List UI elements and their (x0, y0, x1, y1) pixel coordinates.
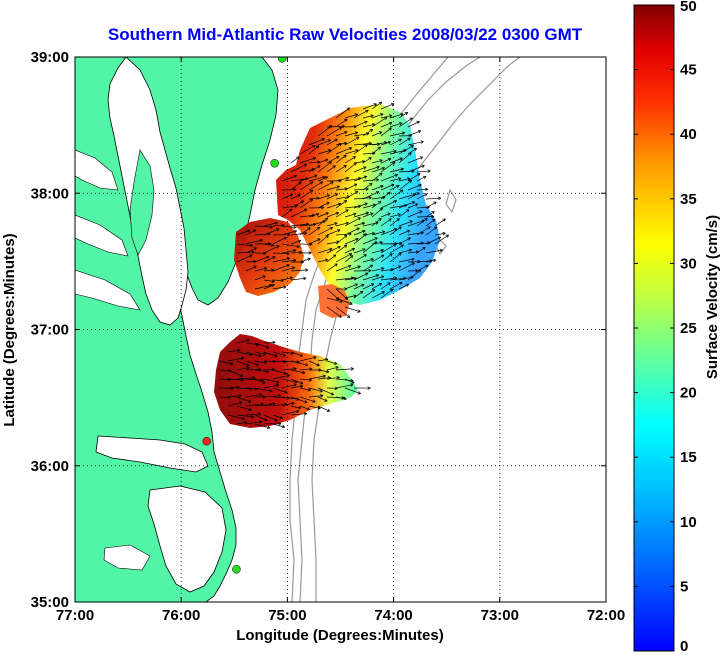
pamlico-sound (147, 485, 227, 593)
grid-lines (75, 57, 606, 602)
y-tick-label: 39:00 (31, 49, 69, 66)
colorbar-tick-label: 35 (680, 191, 697, 208)
radar-station-marker (277, 57, 287, 63)
x-tick-label: 73:00 (481, 607, 519, 624)
x-tick-label: 77:00 (56, 607, 94, 624)
colorbar-tick-label: 30 (680, 255, 697, 272)
colorbar-tick-label: 40 (680, 126, 697, 143)
y-axis-label: Latitude (Degrees:Minutes) (1, 233, 18, 426)
colorbar-tick-label: 20 (680, 385, 697, 402)
x-tick-label: 75:00 (268, 607, 306, 624)
velocity-vectors (218, 101, 450, 430)
colorbar-tick-label: 10 (680, 514, 697, 531)
colorbar-label: Surface Velocity (cm/s) (704, 215, 721, 379)
x-tick-label: 72:00 (587, 607, 625, 624)
colorbar-tick-label: 0 (680, 638, 688, 655)
radar-station-marker (232, 565, 241, 574)
colorbar (633, 4, 675, 652)
colorbar-tick-label: 50 (680, 0, 697, 15)
y-tick-label: 38:00 (31, 185, 69, 202)
velocity-patch-small (318, 284, 350, 318)
y-tick-label: 36:00 (31, 458, 69, 475)
colorbar-tick-label: 45 (680, 62, 697, 79)
radar-station-marker (202, 436, 211, 446)
colorbar-tick-label: 5 (680, 578, 688, 595)
x-axis-ticks: 77:00 76:00 75:00 74:00 73:00 72:00 (56, 57, 625, 624)
radar-stations (202, 57, 287, 574)
chart-title: Southern Mid-Atlantic Raw Velocities 200… (108, 25, 583, 44)
velocity-patch-south (214, 334, 358, 428)
colorbar-tick-label: 25 (680, 320, 697, 337)
map-plot-area (75, 57, 606, 602)
y-tick-label: 35:00 (31, 594, 69, 611)
colorbar-tick-label: 15 (680, 449, 697, 466)
x-axis-label: Longitude (Degrees:Minutes) (236, 627, 444, 644)
y-tick-label: 37:00 (31, 322, 69, 339)
y-axis-ticks: 39:00 38:00 37:00 36:00 35:00 (31, 49, 606, 611)
x-tick-label: 76:00 (162, 607, 200, 624)
x-tick-label: 74:00 (374, 607, 412, 624)
radar-station-marker (270, 159, 279, 168)
albemarle-sound (95, 435, 209, 473)
